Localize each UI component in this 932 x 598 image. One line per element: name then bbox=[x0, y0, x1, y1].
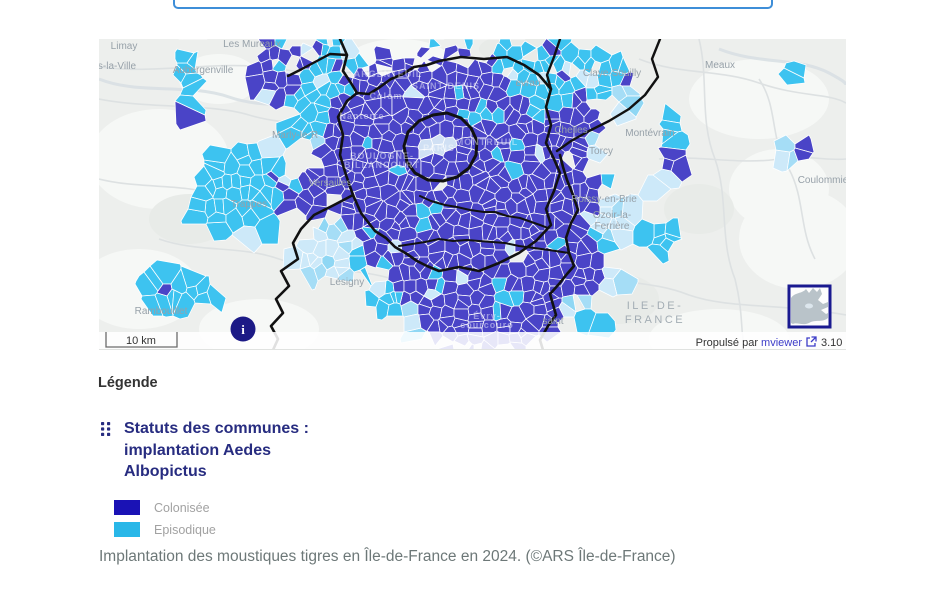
svg-text:ARGENTEUIL: ARGENTEUIL bbox=[354, 69, 423, 79]
svg-text:Roissy-en-Brie: Roissy-en-Brie bbox=[571, 194, 637, 205]
svg-text:BILLANCOURT: BILLANCOURT bbox=[344, 160, 420, 170]
svg-text:Les Mureaux: Les Mureaux bbox=[223, 39, 281, 50]
svg-text:Coulommie: Coulommie bbox=[798, 175, 846, 186]
svg-text:Versailles: Versailles bbox=[309, 178, 352, 189]
svg-text:MONTREUIL: MONTREUIL bbox=[456, 137, 519, 147]
svg-text:Nanterre: Nanterre bbox=[339, 111, 384, 121]
svg-text:Chelles: Chelles bbox=[554, 125, 587, 136]
svg-text:Lésigny: Lésigny bbox=[330, 277, 364, 288]
svg-text:evran: evran bbox=[515, 78, 540, 89]
svg-text:Aubergenville: Aubergenville bbox=[173, 65, 234, 76]
svg-text:Propulsé par mviewer: Propulsé par mviewer bbox=[696, 337, 803, 349]
svg-text:BOULOGNE-: BOULOGNE- bbox=[350, 151, 414, 161]
svg-text:Colom: Colom bbox=[370, 91, 403, 101]
svg-text:Meaux: Meaux bbox=[705, 60, 735, 71]
svg-text:3.10: 3.10 bbox=[821, 337, 842, 349]
svg-text:Torcy: Torcy bbox=[589, 146, 613, 157]
svg-text:10 km: 10 km bbox=[126, 335, 156, 347]
svg-text:ILE-DE-: ILE-DE- bbox=[627, 300, 684, 312]
svg-text:PARIS: PARIS bbox=[423, 143, 455, 153]
svg-text:Ferrière: Ferrière bbox=[594, 221, 629, 232]
svg-text:Trappes: Trappes bbox=[231, 199, 267, 210]
svg-text:Rambouillet: Rambouillet bbox=[135, 306, 188, 317]
svg-text:i: i bbox=[241, 322, 245, 337]
svg-text:courcouro: courcouro bbox=[460, 320, 514, 330]
svg-text:saint: saint bbox=[542, 316, 563, 327]
svg-text:Ozoir-la-: Ozoir-la- bbox=[593, 210, 631, 221]
svg-text:Marly-le-R: Marly-le-R bbox=[272, 130, 318, 141]
svg-text:Évry-: Évry- bbox=[473, 311, 501, 321]
svg-text:FRANCE: FRANCE bbox=[625, 314, 685, 326]
svg-text:Claye-Souilly: Claye-Souilly bbox=[583, 68, 641, 79]
svg-text:Montévrain: Montévrain bbox=[625, 128, 674, 139]
svg-text:SAINT-DENIS: SAINT-DENIS bbox=[412, 81, 480, 91]
svg-text:s-la-Ville: s-la-Ville bbox=[99, 61, 137, 72]
svg-text:Limay: Limay bbox=[111, 41, 138, 52]
